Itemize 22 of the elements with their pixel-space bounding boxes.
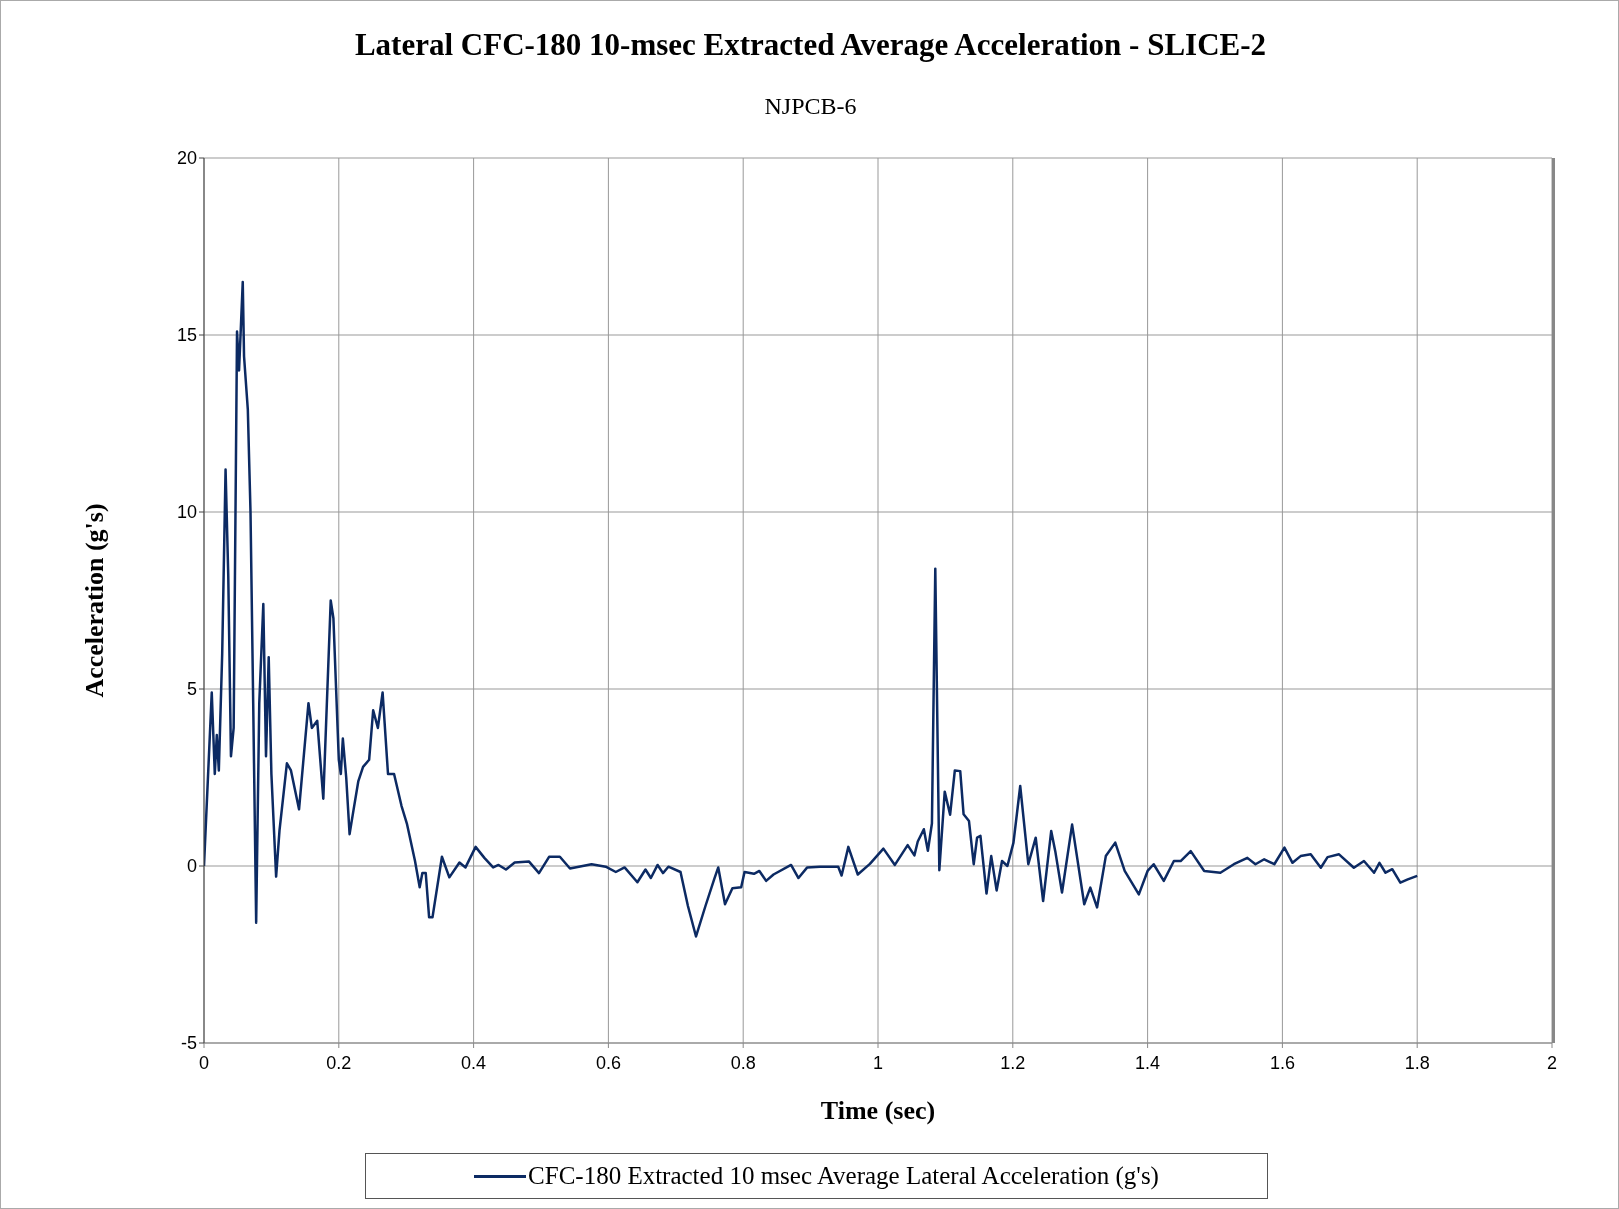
x-tick-label: 0.2 <box>326 1052 352 1073</box>
x-tick-label: 1 <box>872 1052 884 1073</box>
x-tick-label: 1.8 <box>1404 1052 1430 1073</box>
x-tick-label: 1.2 <box>1000 1052 1026 1073</box>
chart-subtitle: NJPCB-6 <box>763 93 858 120</box>
legend-label: CFC-180 Extracted 10 msec Average Lateral Acceleration (g's) <box>528 1162 1159 1190</box>
y-tick-label: 15 <box>176 325 197 346</box>
x-tick-label: 0.8 <box>730 1052 756 1073</box>
x-axis-title: Time (sec) <box>820 1096 936 1126</box>
y-tick-label: 0 <box>186 856 197 877</box>
x-tick-label: 1.4 <box>1135 1052 1161 1073</box>
x-tick-label: 0.6 <box>595 1052 621 1073</box>
x-tick-label: 1.6 <box>1269 1052 1295 1073</box>
y-tick-label: 5 <box>186 679 197 700</box>
y-axis-title: Acceleration (g's) <box>80 503 110 698</box>
y-tick-label: -5 <box>180 1033 197 1054</box>
line-series <box>204 280 1419 938</box>
x-tick-label: 0.4 <box>461 1052 487 1073</box>
y-tick-label: 10 <box>176 502 197 523</box>
x-tick-label: 2 <box>1546 1052 1558 1073</box>
y-tick-label: 20 <box>176 148 197 169</box>
chart-title: Lateral CFC-180 10-msec Extracted Average Acceleration - SLICE-2 <box>353 27 1268 63</box>
